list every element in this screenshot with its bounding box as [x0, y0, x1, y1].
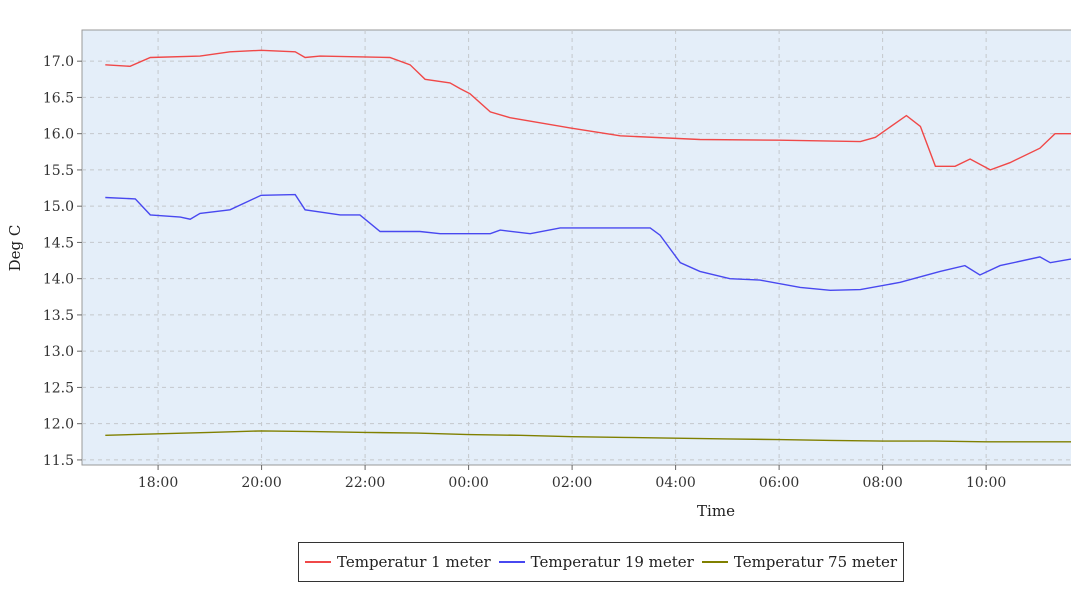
- y-axis-label: Deg C: [6, 225, 24, 272]
- y-tick-label: 15.0: [43, 199, 74, 215]
- x-tick-label: 20:00: [241, 475, 281, 491]
- x-tick-label: 00:00: [448, 475, 488, 491]
- y-tick-label: 14.0: [43, 272, 74, 288]
- series-line-2: [105, 193, 1071, 292]
- x-tick-label: 22:00: [345, 475, 385, 491]
- y-tick-label: 17.0: [43, 54, 74, 70]
- x-tick-label: 02:00: [552, 475, 592, 491]
- legend: Temperatur 1 meter Temperatur 19 meter T…: [298, 542, 905, 582]
- y-tick-label: 15.5: [43, 163, 74, 179]
- legend-item-75m: Temperatur 75 meter: [701, 553, 898, 571]
- legend-swatch: [701, 561, 728, 563]
- plot-area: [81, 29, 1071, 466]
- series-line-3: [105, 430, 1071, 443]
- x-axis-label: Time: [697, 502, 735, 520]
- legend-item-1m: Temperatur 1 meter: [305, 553, 491, 571]
- y-tick-label: 14.5: [43, 235, 74, 251]
- series-line-1: [105, 49, 1071, 171]
- legend-label: Temperatur 19 meter: [530, 553, 694, 571]
- y-tick-label: 16.0: [43, 127, 74, 143]
- y-tick-label: 13.0: [43, 344, 74, 360]
- grid: [82, 30, 1071, 465]
- y-tick-label: 12.0: [43, 417, 74, 433]
- legend-item-19m: Temperatur 19 meter: [498, 553, 694, 571]
- x-axis: 18:00 20:00 22:00 00:00 02:00 04:00 06:00 08:00…: [138, 465, 1006, 491]
- legend-swatch: [498, 561, 525, 563]
- y-tick-label: 12.5: [43, 380, 74, 396]
- y-tick-label: 13.5: [43, 308, 74, 324]
- x-tick-label: 08:00: [862, 475, 902, 491]
- x-tick-label: 18:00: [138, 475, 178, 491]
- x-tick-label: 06:00: [759, 475, 799, 491]
- x-tick-label: 10:00: [966, 475, 1006, 491]
- legend-label: Temperatur 75 meter: [733, 553, 898, 571]
- legend-label: Temperatur 1 meter: [337, 553, 491, 571]
- legend-swatch: [305, 561, 331, 563]
- temperature-chart: 11.5 12.0 12.5 13.0 13.5 14.0 14.5 15.0 15.5 16.0…: [6, 29, 1071, 520]
- y-axis: 11.5 12.0 12.5 13.0 13.5 14.0 14.5 15.0 15.5 16.0…: [43, 54, 82, 469]
- x-tick-label: 04:00: [655, 475, 695, 491]
- y-tick-label: 11.5: [43, 453, 74, 469]
- series-lines: [105, 49, 1071, 443]
- y-tick-label: 16.5: [43, 90, 74, 106]
